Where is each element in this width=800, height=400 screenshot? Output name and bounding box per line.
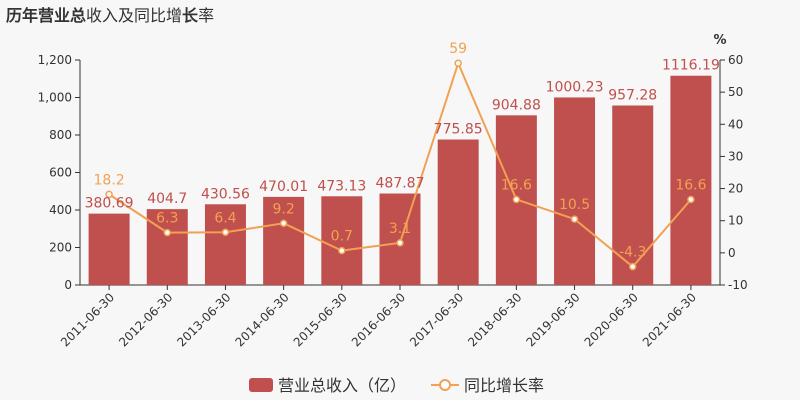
data-labels: 380.69 404.7 430.56 470.01 473.13 487.87 775.8…	[85, 41, 720, 260]
bar-value-label: 775.85	[434, 122, 483, 138]
growth-point	[570, 215, 579, 223]
right-tick-label: 50	[728, 85, 743, 99]
right-tick-label: 30	[728, 149, 743, 163]
bar	[88, 213, 130, 285]
legend-bar-swatch	[249, 378, 273, 392]
x-tick-label: 2014-06-30	[233, 290, 292, 349]
x-tick-label: 2016-06-30	[349, 290, 408, 349]
growth-point	[338, 246, 346, 255]
bar	[437, 139, 479, 285]
right-tick-label: 20	[728, 182, 743, 196]
legend-bar-label: 营业总收入（亿）	[278, 376, 406, 395]
bar-value-label: 380.69	[85, 196, 134, 212]
bar	[321, 196, 363, 285]
growth-value-label: 0.7	[331, 229, 353, 245]
bar	[204, 204, 246, 285]
bar	[146, 209, 188, 285]
bar-value-label: 1000.23	[546, 79, 604, 95]
bar	[263, 196, 305, 285]
growth-value-label: 16.6	[675, 178, 706, 194]
title-part-4: 长	[182, 6, 199, 25]
bar-value-label: 904.88	[492, 97, 541, 113]
right-tick-label: 10	[728, 214, 743, 228]
x-tick-label: 2020-06-30	[582, 290, 641, 349]
bar-value-label: 404.7	[147, 191, 187, 207]
chart-title: 历年营业总收入及同比增长率	[6, 6, 214, 25]
growth-value-label: -4.3	[619, 245, 646, 261]
x-tick-label: 2015-06-30	[291, 290, 350, 349]
growth-point	[454, 59, 462, 67]
left-tick-label: 800	[49, 128, 72, 142]
growth-point	[221, 228, 230, 237]
x-tick-label: 2019-06-30	[523, 290, 582, 349]
growth-value-label: 10.5	[559, 197, 590, 213]
x-tick-label: 2011-06-30	[58, 290, 117, 349]
growth-value-label: 18.2	[94, 172, 125, 188]
line-series	[105, 59, 695, 271]
left-tick-label: 1,000	[38, 91, 72, 105]
growth-point	[628, 262, 637, 271]
growth-point	[512, 195, 521, 204]
bar-value-label: 470.01	[259, 179, 308, 195]
right-tick-label: 40	[728, 117, 743, 131]
growth-point	[687, 195, 695, 204]
bar-value-label: 473.13	[317, 178, 366, 194]
growth-point	[105, 190, 113, 199]
title-part-5: 率	[198, 6, 214, 25]
growth-value-label: 59	[449, 41, 467, 57]
title-part-1: 历年	[6, 6, 38, 25]
legend-line-label: 同比增长率	[464, 376, 544, 395]
growth-point	[163, 228, 172, 237]
left-tick-label: 200	[49, 241, 72, 255]
title-part-3: 收入及同比增	[86, 6, 182, 25]
x-tick-label: 2013-06-30	[174, 290, 233, 349]
left-tick-label: 600	[49, 166, 72, 180]
right-axis-unit: %	[713, 33, 726, 48]
left-tick-label: 1,200	[38, 53, 72, 67]
title-part-2: 营业总	[38, 6, 86, 25]
growth-value-label: 6.4	[214, 210, 236, 226]
bar	[670, 75, 712, 285]
x-tick-label: 2021-06-30	[640, 290, 699, 349]
left-tick-label: 0	[64, 278, 72, 292]
x-tick-label: 2017-06-30	[407, 290, 466, 349]
bar-series	[88, 75, 712, 286]
growth-value-label: 16.6	[501, 178, 532, 194]
growth-value-label: 9.2	[273, 201, 295, 217]
growth-value-label: 3.1	[389, 221, 411, 237]
x-tick-label: 2012-06-30	[116, 290, 175, 349]
right-tick-label: 0	[728, 246, 736, 260]
bar-value-label: 1116.19	[662, 58, 720, 74]
right-tick-label: 60	[728, 53, 743, 67]
bar-value-label: 430.56	[201, 186, 250, 202]
bar-value-label: 487.87	[376, 176, 425, 192]
legend-line-marker	[439, 379, 451, 391]
growth-point	[396, 239, 404, 247]
right-tick-label: -10	[728, 278, 748, 292]
bar-value-label: 957.28	[608, 88, 657, 104]
growth-point	[279, 219, 288, 228]
legend[interactable]: 营业总收入（亿） 同比增长率	[249, 376, 544, 395]
x-tick-label: 2018-06-30	[465, 290, 524, 349]
left-tick-label: 400	[49, 203, 72, 217]
growth-value-label: 6.3	[156, 211, 178, 227]
bar	[554, 97, 596, 285]
